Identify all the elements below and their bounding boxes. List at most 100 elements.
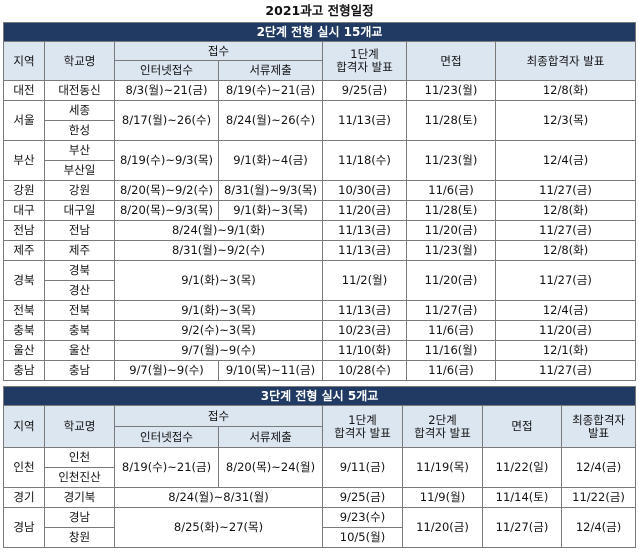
school-cell: 경산 (44, 280, 115, 301)
school-cell: 창원 (44, 527, 115, 548)
region-cell: 대구 (3, 200, 45, 221)
online-cell: 8/17(월)~26(수) (114, 100, 219, 141)
interview-cell: 11/16(월) (406, 340, 496, 361)
school-cell: 제주 (44, 240, 115, 261)
table-row: 경남 경남 8/25(화)~27(목) 9/23(수) 11/20(금) 11/… (3, 507, 637, 548)
online-cell: 8/3(월)~21(금) (114, 80, 219, 101)
final-cell: 11/22(금) (560, 487, 637, 508)
school-cell: 경남 (44, 507, 115, 528)
pass1-cell: 10/23(금) (322, 320, 407, 341)
school-cell: 전북 (44, 300, 115, 321)
interview-cell: 11/28(토) (406, 100, 496, 141)
region-cell: 부산 (3, 140, 45, 181)
region-cell: 전북 (3, 300, 45, 321)
school-cell: 충남 (44, 360, 115, 381)
final-cell: 11/27(금) (494, 180, 637, 201)
table-row: 인천 인천 8/19(수)~21(금) 8/20(목)~24(월) 9/11(금… (3, 447, 637, 488)
school-cell: 경북 (44, 260, 115, 281)
region-cell: 대전 (3, 80, 45, 101)
school-cell: 부산일 (44, 160, 115, 181)
interview-cell: 11/23(월) (406, 80, 496, 101)
table-row: 대구 대구일 8/20(목)~9/3(목) 9/1(화)~3(목) 11/20(… (3, 200, 637, 221)
pass2-cell: 11/20(금) (402, 507, 483, 548)
final-cell: 11/27(금) (494, 260, 637, 301)
header-pass2: 2단계 합격자 발표 (402, 405, 483, 448)
pass1-cell: 10/30(금) (322, 180, 407, 201)
final-cell: 11/27(금) (494, 360, 637, 381)
header-region: 지역 (3, 41, 45, 81)
table-row: 부산 부산 8/19(수)~9/3(목) 9/1(화)~4(금) 11/18(수… (3, 140, 637, 181)
table-row: 충남 충남 9/7(월)~9(수) 9/10(목)~11(금) 10/28(수)… (3, 360, 637, 381)
school-cell: 세종 (44, 100, 115, 121)
pass1-cell: 11/13(금) (322, 300, 407, 321)
table-row: 전남 전남 8/24(월)~9/1(화) 11/13(금) 11/20(금) 1… (3, 220, 637, 241)
school-cell: 인천 (44, 447, 115, 468)
header-pass1: 1단계 합격자 발표 (322, 41, 407, 81)
header-final: 최종합격자 발표 (560, 405, 637, 448)
school-cell: 한성 (44, 120, 115, 141)
school-cell: 강원 (44, 180, 115, 201)
apply-cell: 8/25(화)~27(목) (114, 507, 323, 548)
pass2-cell: 11/19(목) (402, 447, 483, 488)
school-cell: 전남 (44, 220, 115, 241)
school-cell: 충북 (44, 320, 115, 341)
region-cell: 경남 (3, 507, 45, 548)
region-cell: 제주 (3, 240, 45, 261)
final-cell: 12/3(목) (494, 100, 637, 141)
table-row: 창원 10/5(월) (4, 527, 636, 548)
online-cell: 8/20(목)~9/2(수) (114, 180, 219, 201)
interview-cell: 11/23(월) (406, 240, 496, 261)
apply-cell: 8/24(월)~9/1(화) (114, 220, 323, 241)
table-row: 전북 전북 9/1(화)~3(목) 11/13(금) 11/27(금) 12/4… (3, 300, 637, 321)
pass1-cell: 9/25(금) (322, 80, 407, 101)
pass1-cell: 11/13(금) (322, 240, 407, 261)
pass2-cell: 11/9(월) (402, 487, 483, 508)
header-apply: 접수 (114, 41, 323, 61)
pass1-cell: 11/20(금) (322, 200, 407, 221)
header-pass1: 1단계 합격자 발표 (322, 405, 403, 448)
header-final: 최종합격자 발표 (494, 41, 637, 81)
school-cell: 울산 (44, 340, 115, 361)
header-online: 인터넷접수 (114, 426, 219, 448)
interview-cell: 11/27(금) (482, 507, 562, 548)
table-row: 충북 충북 9/2(수)~3(목) 10/23(금) 11/6(금) 11/20… (3, 320, 637, 341)
final-cell: 12/1(화) (494, 340, 637, 361)
pass1-cell: 11/18(수) (322, 140, 407, 181)
table-row: 대전 대전동신 8/3(월)~21(금) 8/19(수)~21(금) 9/25(… (3, 80, 637, 101)
pass1-cell: 9/11(금) (322, 447, 403, 488)
three-stage-table: 3단계 전형 실시 5개교 지역 학교명 접수 1단계 합격자 발표 2단계 합격자… (2, 386, 637, 548)
region-cell: 경기 (3, 487, 45, 508)
final-cell: 11/27(금) (494, 220, 637, 241)
final-cell: 11/20(금) (494, 320, 637, 341)
interview-cell: 11/20(금) (406, 220, 496, 241)
interview-cell: 11/6(금) (406, 320, 496, 341)
pass1-cell: 9/25(금) (322, 487, 403, 508)
interview-cell: 11/20(금) (406, 260, 496, 301)
table-row: 경북 경북 9/1(화)~3(목) 11/2(월) 11/20(금) 11/27… (3, 260, 637, 301)
header-docs: 서류제출 (218, 426, 323, 448)
interview-cell: 11/28(토) (406, 200, 496, 221)
header-interview: 면접 (482, 405, 562, 448)
region-cell: 울산 (3, 340, 45, 361)
table-row: 서울 세종 8/17(월)~26(수) 8/24(월)~26(수) 11/13(… (3, 100, 637, 141)
pass1-cell: 10/5(월) (322, 527, 403, 548)
school-cell: 부산 (44, 140, 115, 161)
header-online: 인터넷접수 (114, 60, 219, 81)
region-cell: 서울 (3, 100, 45, 141)
apply-cell: 9/7(월)~9(수) (114, 340, 323, 361)
school-cell: 대구일 (44, 200, 115, 221)
header-school: 학교명 (44, 405, 115, 448)
docs-cell: 9/1(화)~3(목) (218, 200, 323, 221)
docs-cell: 8/20(목)~24(월) (218, 447, 323, 488)
final-cell: 12/8(화) (494, 240, 637, 261)
pass1-cell: 9/23(수) (322, 507, 403, 528)
apply-cell: 9/1(화)~3(목) (114, 300, 323, 321)
docs-cell: 8/31(월)~9/3(목) (218, 180, 323, 201)
final-cell: 12/4(금) (560, 507, 637, 548)
online-cell: 8/20(목)~9/3(목) (114, 200, 219, 221)
page-title: 2021과고 전형일정 (265, 3, 374, 18)
region-cell: 전남 (3, 220, 45, 241)
region-cell: 경북 (3, 260, 45, 301)
region-cell: 충북 (3, 320, 45, 341)
